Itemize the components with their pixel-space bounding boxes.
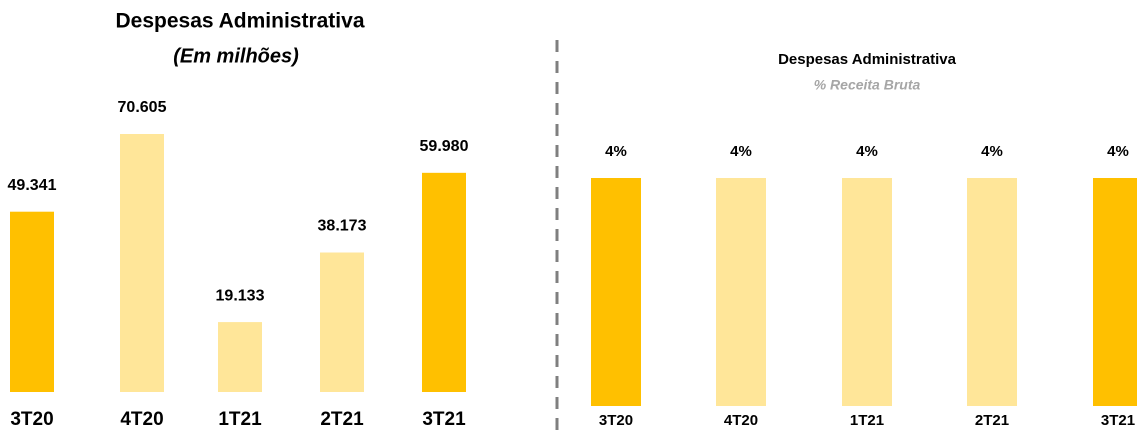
bar xyxy=(716,178,766,406)
x-tick-label: 4T20 xyxy=(120,409,163,430)
bar xyxy=(1093,178,1137,406)
data-label: 38.173 xyxy=(318,218,367,235)
x-tick-label: 4T20 xyxy=(724,412,758,429)
data-label: 4% xyxy=(981,143,1003,160)
bar xyxy=(842,178,892,406)
bar xyxy=(967,178,1017,406)
x-tick-label: 3T21 xyxy=(1101,412,1135,429)
x-tick-label: 1T21 xyxy=(850,412,884,429)
x-tick-label: 1T21 xyxy=(218,409,262,430)
data-label: 4% xyxy=(605,143,627,160)
bar xyxy=(10,211,54,392)
x-tick-label: 3T21 xyxy=(422,409,466,430)
x-tick-label: 3T20 xyxy=(599,412,633,429)
x-tick-label: 2T21 xyxy=(320,409,364,430)
data-label: 4% xyxy=(730,143,752,160)
x-tick-label: 3T20 xyxy=(10,409,53,430)
data-label: 59.980 xyxy=(420,138,469,155)
data-label: 19.133 xyxy=(216,287,265,304)
chart-subtitle: % Receita Bruta xyxy=(814,77,921,93)
x-tick-label: 2T21 xyxy=(975,412,1009,429)
bar xyxy=(591,178,641,406)
bar xyxy=(120,134,164,392)
bar xyxy=(422,172,466,392)
data-label: 70.605 xyxy=(118,99,167,116)
data-label: 4% xyxy=(1107,143,1129,160)
bar xyxy=(218,322,262,392)
chart-subtitle: (Em milhões) xyxy=(173,45,299,67)
data-label: 4% xyxy=(856,143,878,160)
bar xyxy=(320,252,364,392)
data-label: 49.341 xyxy=(8,177,57,194)
chart-title: Despesas Administrativa xyxy=(778,51,957,68)
chart-title: Despesas Administrativa xyxy=(116,10,365,33)
